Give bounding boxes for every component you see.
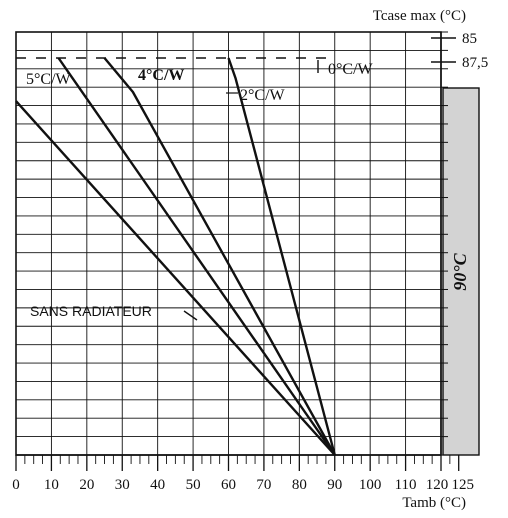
x-tick-label: 50 [186, 477, 201, 493]
x-tick-label: 60 [221, 477, 236, 493]
series-label: 2°C/W [240, 87, 286, 104]
x-tick-label: 30 [115, 477, 130, 493]
series-label: 4°C/W [138, 67, 184, 84]
ticks: 85 87,5 0 10 20 30 40 50 60 70 80 90 100 110 120 125 [12, 31, 488, 493]
series-line [103, 57, 336, 456]
x-tick-label: 40 [150, 477, 165, 493]
x-tick-label: 90 [327, 477, 342, 493]
curve-labels: 5°C/W 4°C/W 2°C/W 0°C/W SANS RADIATEUR [26, 60, 374, 321]
shaded-band-rect [442, 87, 480, 456]
x-tick-label: 0 [12, 477, 20, 493]
curves [15, 57, 336, 456]
series-label: 5°C/W [26, 71, 72, 88]
x-tick-label: 10 [44, 477, 59, 493]
shaded-band-label: 90°C [450, 252, 470, 290]
x-tick-label: 100 [359, 477, 382, 493]
series-line [227, 57, 336, 456]
right-tick-label: 85 [462, 31, 477, 47]
y-axis-title: Tcase max (°C) [373, 8, 466, 24]
series-label: 0°C/W [328, 61, 374, 78]
x-tick-label: 120 [426, 477, 449, 493]
series-label: SANS RADIATEUR [30, 303, 152, 319]
x-tick-label: 110 [395, 477, 417, 493]
x-axis-title: Tamb (°C) [402, 495, 466, 511]
x-tick-label: 125 [451, 477, 474, 493]
series-line [15, 100, 336, 456]
x-tick-label: 70 [256, 477, 271, 493]
series-line [57, 57, 336, 456]
x-tick-label: 20 [79, 477, 94, 493]
label-leader [183, 310, 198, 321]
right-tick-label: 87,5 [462, 55, 488, 71]
x-tick-label: 80 [292, 477, 307, 493]
shaded-band: 90°C [442, 87, 480, 456]
grid [15, 31, 442, 456]
